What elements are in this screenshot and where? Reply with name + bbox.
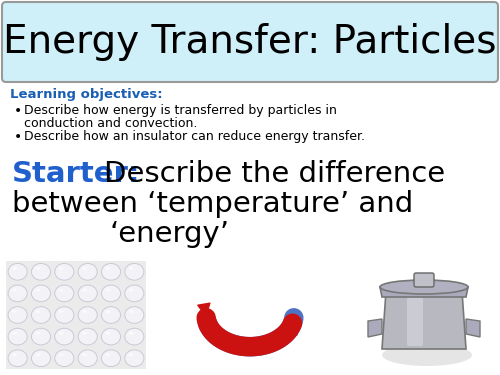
Ellipse shape xyxy=(102,285,120,302)
Polygon shape xyxy=(382,291,466,349)
Ellipse shape xyxy=(78,350,97,366)
Ellipse shape xyxy=(125,328,144,345)
Ellipse shape xyxy=(55,307,74,323)
Ellipse shape xyxy=(36,353,40,356)
Ellipse shape xyxy=(8,328,27,345)
Ellipse shape xyxy=(32,350,50,366)
Ellipse shape xyxy=(36,310,40,313)
Ellipse shape xyxy=(55,350,74,366)
Ellipse shape xyxy=(32,328,50,345)
Ellipse shape xyxy=(59,267,64,270)
Ellipse shape xyxy=(82,267,87,270)
Text: between ‘temperature’ and: between ‘temperature’ and xyxy=(12,190,413,218)
Polygon shape xyxy=(380,287,468,297)
Ellipse shape xyxy=(106,310,110,313)
Polygon shape xyxy=(368,319,382,337)
Ellipse shape xyxy=(32,285,50,302)
Ellipse shape xyxy=(8,285,27,302)
Ellipse shape xyxy=(129,332,134,334)
Ellipse shape xyxy=(82,332,87,334)
Ellipse shape xyxy=(59,332,64,334)
Ellipse shape xyxy=(125,285,144,302)
Text: Learning objectives:: Learning objectives: xyxy=(10,88,162,101)
Ellipse shape xyxy=(36,288,40,291)
Ellipse shape xyxy=(12,310,17,313)
Ellipse shape xyxy=(12,267,17,270)
Ellipse shape xyxy=(106,353,110,356)
Ellipse shape xyxy=(78,285,97,302)
Text: Describe how an insulator can reduce energy transfer.: Describe how an insulator can reduce ene… xyxy=(24,130,365,143)
Ellipse shape xyxy=(102,264,120,280)
Ellipse shape xyxy=(125,307,144,323)
Text: Starter:: Starter: xyxy=(12,160,140,188)
Text: ‘energy’: ‘energy’ xyxy=(110,220,230,248)
Ellipse shape xyxy=(106,267,110,270)
Bar xyxy=(6,261,146,369)
FancyBboxPatch shape xyxy=(2,2,498,82)
Ellipse shape xyxy=(59,310,64,313)
Text: •: • xyxy=(14,130,22,144)
Ellipse shape xyxy=(12,353,17,356)
Ellipse shape xyxy=(32,307,50,323)
Ellipse shape xyxy=(78,307,97,323)
Ellipse shape xyxy=(125,350,144,366)
FancyBboxPatch shape xyxy=(407,297,423,346)
Ellipse shape xyxy=(59,353,64,356)
Text: Energy Transfer: Particles: Energy Transfer: Particles xyxy=(4,23,497,61)
Ellipse shape xyxy=(82,310,87,313)
Text: Describe the difference: Describe the difference xyxy=(104,160,445,188)
Ellipse shape xyxy=(55,328,74,345)
Ellipse shape xyxy=(106,288,110,291)
Text: conduction and convection.: conduction and convection. xyxy=(24,117,198,130)
Ellipse shape xyxy=(82,288,87,291)
Ellipse shape xyxy=(12,288,17,291)
Text: •: • xyxy=(14,104,22,118)
Ellipse shape xyxy=(82,353,87,356)
Ellipse shape xyxy=(102,307,120,323)
Ellipse shape xyxy=(78,264,97,280)
Ellipse shape xyxy=(55,285,74,302)
Ellipse shape xyxy=(125,264,144,280)
Text: Describe how energy is transferred by particles in: Describe how energy is transferred by pa… xyxy=(24,104,337,117)
Ellipse shape xyxy=(12,332,17,334)
FancyBboxPatch shape xyxy=(414,273,434,287)
Ellipse shape xyxy=(129,353,134,356)
Ellipse shape xyxy=(129,267,134,270)
Ellipse shape xyxy=(129,310,134,313)
Ellipse shape xyxy=(382,344,472,366)
Ellipse shape xyxy=(59,288,64,291)
Polygon shape xyxy=(466,319,480,337)
Ellipse shape xyxy=(8,307,27,323)
Ellipse shape xyxy=(106,332,110,334)
Ellipse shape xyxy=(380,280,468,294)
Ellipse shape xyxy=(129,288,134,291)
Ellipse shape xyxy=(8,350,27,366)
Ellipse shape xyxy=(36,267,40,270)
Ellipse shape xyxy=(8,264,27,280)
Ellipse shape xyxy=(102,328,120,345)
Ellipse shape xyxy=(32,264,50,280)
Ellipse shape xyxy=(102,350,120,366)
Ellipse shape xyxy=(78,328,97,345)
Ellipse shape xyxy=(55,264,74,280)
Ellipse shape xyxy=(36,332,40,334)
